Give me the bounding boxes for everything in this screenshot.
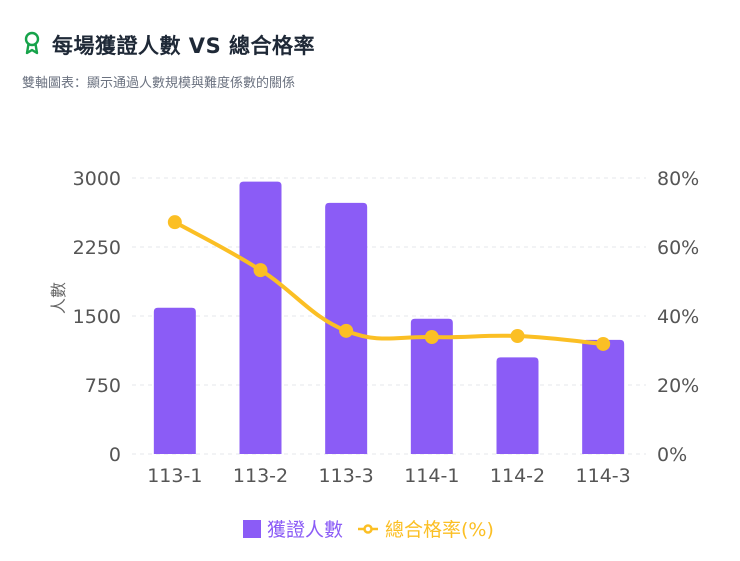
y-axis-tick: 0 xyxy=(109,444,121,466)
point-113-3[interactable] xyxy=(339,323,354,338)
x-axis-tick: 113-1 xyxy=(147,465,202,487)
chart-title: 每場獲證人數 VS 總合格率 xyxy=(52,34,315,58)
x-axis-tick: 114-3 xyxy=(576,465,631,487)
point-113-1[interactable] xyxy=(167,215,182,230)
y2-axis-tick: 40% xyxy=(657,306,699,328)
bar-114-2[interactable] xyxy=(496,357,539,454)
bar-113-2[interactable] xyxy=(239,181,282,454)
x-axis-tick: 114-2 xyxy=(490,465,545,487)
bar-114-3[interactable] xyxy=(582,339,625,454)
y2-axis-tick: 60% xyxy=(657,237,699,259)
y2-axis-tick: 0% xyxy=(657,444,687,466)
x-axis-tick: 113-2 xyxy=(233,465,288,487)
y-axis-tick: 2250 xyxy=(73,237,121,259)
legend-line-label: 總合格率(%) xyxy=(385,519,494,541)
y-axis-tick: 3000 xyxy=(73,168,121,190)
point-114-3[interactable] xyxy=(596,336,611,351)
point-114-1[interactable] xyxy=(424,330,439,345)
y2-axis-tick: 80% xyxy=(657,168,699,190)
chart-subtitle: 雙軸圖表：顯示通過人數規模與難度係數的關係 xyxy=(22,76,296,91)
line-marker-icon xyxy=(357,518,379,540)
y2-axis-tick: 20% xyxy=(657,375,699,397)
chart-header: 每場獲證人數 VS 總合格率 xyxy=(22,30,315,60)
bar-swatch-icon xyxy=(243,519,261,538)
bar-113-1[interactable] xyxy=(153,307,196,454)
legend-item-line[interactable]: 總合格率(%) xyxy=(357,515,494,542)
chart-legend: 獲證人數 總合格率(%) xyxy=(243,515,494,542)
point-113-2[interactable] xyxy=(253,263,268,278)
x-axis-tick: 114-1 xyxy=(404,465,459,487)
legend-bar-label: 獲證人數 xyxy=(267,519,344,541)
pass-rate-line xyxy=(172,220,606,346)
bar-114-1[interactable] xyxy=(410,318,453,454)
y-axis-tick: 750 xyxy=(85,375,121,397)
y-axis-label: 人數 xyxy=(49,282,68,314)
award-ribbon-icon xyxy=(22,31,42,59)
x-axis-tick: 113-3 xyxy=(319,465,374,487)
y-axis-tick: 1500 xyxy=(73,306,121,328)
legend-item-bar[interactable]: 獲證人數 xyxy=(243,515,343,542)
point-114-2[interactable] xyxy=(510,329,525,344)
